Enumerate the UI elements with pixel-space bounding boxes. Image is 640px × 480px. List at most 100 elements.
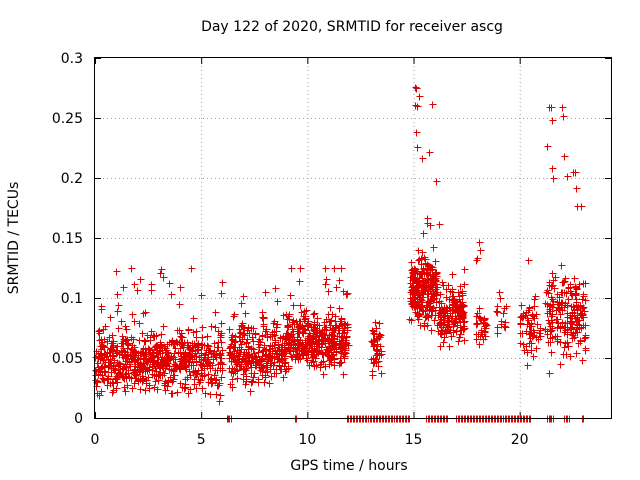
data-point [289,326,297,334]
data-point [149,371,157,379]
data-point [184,374,192,382]
data-point [544,143,552,151]
data-point [307,339,315,347]
data-point [259,368,267,376]
data-point [255,376,263,384]
data-point [139,330,147,338]
data-point [164,341,172,349]
data-point [162,387,170,395]
data-point [565,343,573,351]
y-axis-label: SRMTID / TECUs [6,182,22,295]
data-point [534,321,542,329]
data-point [332,318,340,326]
data-point [272,285,280,293]
data-point [115,325,123,333]
data-point [555,320,563,328]
data-point [96,327,104,335]
data-point [557,339,565,347]
data-point [305,351,313,359]
data-point [296,278,304,286]
data-point [109,389,117,397]
data-point [476,314,484,322]
data-point [439,279,447,287]
data-point [580,291,588,299]
data-point [106,334,114,342]
data-point [286,316,294,324]
data-point [431,291,439,299]
data-point [528,347,536,355]
data-point [242,310,250,318]
data-point [324,352,332,360]
data-point [148,287,156,295]
data-point [563,351,571,359]
data-point [136,337,144,345]
data-point [473,331,481,339]
data-point [164,383,172,391]
data-point [176,339,184,347]
data-point [417,296,425,304]
y-tick-label: 0.1 [61,291,83,307]
data-point [433,273,441,281]
data-point [546,370,554,378]
data-point [341,325,349,333]
data-point [408,317,416,325]
data-point [440,282,448,290]
data-point [158,266,166,274]
data-point [179,362,187,370]
data-point [314,315,322,323]
data-point [204,356,212,364]
data-point [104,338,112,346]
data-point [274,347,282,355]
x-axis-label: GPS time / hours [290,458,407,474]
data-point [573,326,581,334]
data-point [169,337,177,345]
data-point [128,356,136,364]
data-point [376,320,384,328]
data-point [546,320,554,328]
data-point [208,323,216,331]
data-point [320,371,328,379]
data-point [561,153,569,161]
data-point [198,292,206,300]
data-point [564,331,572,339]
data-point [327,356,335,364]
data-point [145,345,153,353]
data-point [199,324,207,332]
data-point [309,349,317,357]
data-point [99,339,107,347]
data-point [152,378,160,386]
data-point [410,280,418,288]
data-point [143,380,151,388]
data-point [263,326,271,334]
data-point [226,326,234,334]
data-point [127,363,135,371]
data-point [530,353,538,361]
data-point [517,321,525,329]
data-point [449,297,457,305]
data-point [240,324,248,332]
data-point [572,284,580,292]
data-point [131,281,139,289]
data-point [571,275,579,283]
data-point [185,390,193,398]
x-tick-label: 10 [298,432,316,448]
data-point [187,386,195,394]
data-point [237,338,245,346]
data-point [121,384,129,392]
data-point [113,347,121,355]
data-point [290,302,298,310]
data-point [461,337,469,345]
data-point [340,371,348,379]
data-point [574,322,582,330]
data-point [557,311,565,319]
data-point [195,376,203,384]
data-point [250,338,258,346]
data-point [582,297,590,305]
data-point [108,369,116,377]
data-point [252,330,260,338]
data-point [255,349,263,357]
data-point [181,385,189,393]
data-point [191,381,199,389]
data-point [120,374,128,382]
